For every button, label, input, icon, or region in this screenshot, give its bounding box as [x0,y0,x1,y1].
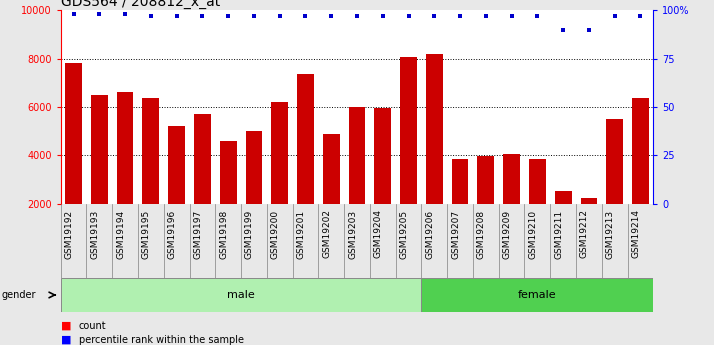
Point [583,27,595,32]
Text: GSM19211: GSM19211 [554,209,563,259]
Bar [246,131,262,204]
Text: ■: ■ [61,335,71,345]
Bar [61,278,421,312]
Bar [426,54,443,204]
Bar [348,107,366,204]
Point [94,11,105,17]
Bar [323,134,340,204]
Text: GDS564 / 208812_x_at: GDS564 / 208812_x_at [61,0,220,9]
Text: GSM19203: GSM19203 [348,209,357,259]
Bar [220,141,236,204]
Bar [116,92,134,204]
Bar [555,191,571,204]
Bar [400,57,417,204]
Point [480,13,491,19]
Bar [452,159,468,204]
Text: GSM19208: GSM19208 [477,209,486,259]
Text: GSM19213: GSM19213 [605,209,615,259]
Text: GSM19204: GSM19204 [373,209,383,258]
Text: GSM19193: GSM19193 [91,209,99,259]
Text: male: male [227,290,255,300]
Point [635,13,646,19]
Point [609,13,620,19]
Text: GSM19196: GSM19196 [168,209,176,259]
Text: GSM19209: GSM19209 [503,209,512,259]
Bar [606,119,623,204]
Text: GSM19195: GSM19195 [142,209,151,259]
Point [351,13,363,19]
Point [532,13,543,19]
Point [300,13,311,19]
Point [377,13,388,19]
Bar [271,102,288,204]
Bar [65,63,82,204]
Point [428,13,440,19]
Point [558,27,569,32]
Text: ■: ■ [61,321,71,331]
Point [248,13,260,19]
Text: GSM19202: GSM19202 [322,209,331,258]
Bar [529,159,545,204]
Text: GSM19210: GSM19210 [528,209,538,259]
Point [119,11,131,17]
Text: GSM19194: GSM19194 [116,209,125,259]
Point [68,11,79,17]
Text: GSM19207: GSM19207 [451,209,460,259]
Point [145,13,156,19]
Bar [194,114,211,204]
Point [223,13,234,19]
Point [196,13,208,19]
Point [171,13,182,19]
Bar [503,154,520,204]
Bar [169,126,185,204]
Text: GSM19205: GSM19205 [400,209,408,259]
Point [326,13,337,19]
Text: count: count [79,321,106,331]
Bar [421,278,653,312]
Bar [632,99,649,204]
Text: percentile rank within the sample: percentile rank within the sample [79,335,243,345]
Bar [374,108,391,204]
Point [506,13,518,19]
Text: gender: gender [1,290,36,300]
Text: GSM19197: GSM19197 [193,209,202,259]
Text: GSM19201: GSM19201 [296,209,306,259]
Text: GSM19200: GSM19200 [271,209,280,259]
Text: GSM19206: GSM19206 [426,209,434,259]
Text: GSM19198: GSM19198 [219,209,228,259]
Point [274,13,286,19]
Point [403,13,414,19]
Bar [478,157,494,204]
Bar [297,75,314,204]
Bar [91,95,108,204]
Text: female: female [518,290,557,300]
Text: GSM19212: GSM19212 [580,209,589,258]
Bar [580,197,598,204]
Text: GSM19192: GSM19192 [64,209,74,259]
Text: GSM19199: GSM19199 [245,209,254,259]
Bar [143,99,159,204]
Point [454,13,466,19]
Text: GSM19214: GSM19214 [631,209,640,258]
